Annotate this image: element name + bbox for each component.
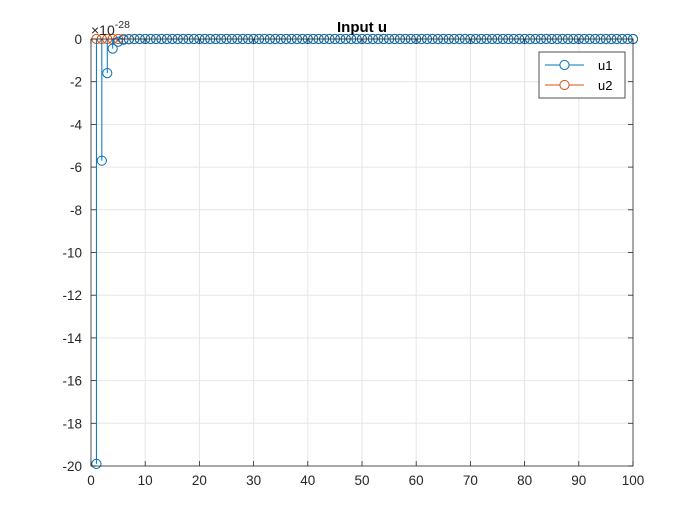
- axis-exponent-label: ×10-28: [91, 19, 130, 38]
- ticks: 0 10 20 30 40 50 60 70 80 90 100 0 -2 -4 -6 -8 -10 -12 -14…: [62, 32, 644, 488]
- axis-exponent-power: -28: [115, 19, 130, 31]
- x-tick-label: 80: [517, 473, 532, 488]
- y-tick-label: -2: [70, 75, 82, 90]
- x-tick-label: 10: [138, 473, 153, 488]
- y-tick-label: -8: [70, 203, 82, 218]
- y-tick-label: -16: [62, 374, 82, 389]
- y-tick-label: -10: [62, 246, 82, 261]
- y-tick-label: -14: [62, 331, 82, 346]
- legend-box: [538, 51, 626, 99]
- stem-marker-u1: [91, 458, 102, 469]
- x-tick-label: 20: [192, 473, 207, 488]
- x-tick-label: 100: [622, 473, 645, 488]
- y-tick-label: -12: [62, 288, 82, 303]
- legend-label-u1: u1: [598, 58, 612, 73]
- x-tick-label: 60: [409, 473, 424, 488]
- x-tick-label: 40: [300, 473, 315, 488]
- axis-exponent-multiplier: ×10: [91, 22, 115, 38]
- x-tick-label: 90: [571, 473, 586, 488]
- stem-marker-u1: [118, 34, 129, 45]
- y-tick-label: -6: [70, 160, 82, 175]
- x-tick-label: 30: [246, 473, 261, 488]
- y-tick-label: -4: [70, 117, 82, 132]
- y-tick-label: 0: [74, 32, 82, 47]
- y-tick-label: -18: [62, 416, 82, 431]
- stem-marker-u1: [113, 36, 124, 47]
- x-tick-label: 0: [87, 473, 95, 488]
- stem-marker-u1: [96, 155, 107, 166]
- grid: [91, 39, 633, 466]
- legend-marker-u2: [559, 79, 570, 91]
- x-tick-label: 70: [463, 473, 478, 488]
- legend-marker-u1: [559, 59, 570, 71]
- chart-title: Input u: [337, 19, 387, 36]
- stem-marker-u1: [107, 43, 118, 54]
- y-tick-label: -20: [62, 459, 82, 474]
- legend-label-u2: u2: [598, 78, 612, 93]
- x-tick-label: 50: [354, 473, 369, 488]
- stem-marker-u1: [102, 68, 113, 79]
